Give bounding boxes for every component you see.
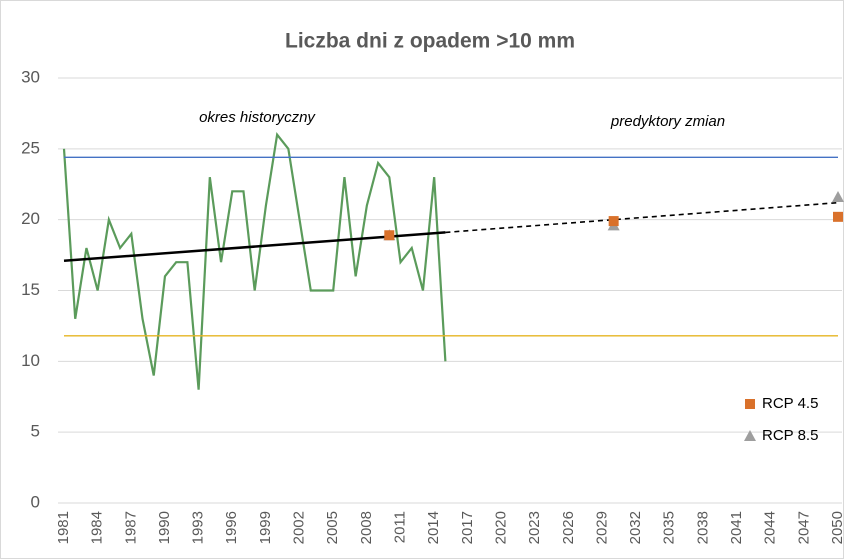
legend-label: RCP 8.5 [762,427,818,444]
x-tick-label: 1981 [55,511,72,544]
y-tick-label: 15 [21,280,40,299]
x-tick-label: 2029 [593,511,610,544]
x-tick-label: 1990 [156,511,173,544]
y-tick-label: 5 [31,422,40,441]
x-tick-label: 2017 [459,511,476,544]
marker [833,211,843,222]
x-tick-label: 2032 [627,511,644,544]
legend-label: RCP 4.5 [762,395,818,412]
x-tick-label: 2044 [762,511,779,544]
chart-title: Liczba dni z opadem >10 mm [285,30,575,53]
x-tick-label: 2011 [391,511,408,543]
y-tick-label: 25 [21,138,40,157]
y-tick-label: 0 [31,492,40,511]
x-tick-label: 2008 [358,511,375,544]
series-line [63,231,446,262]
y-tick-label: 10 [21,351,40,370]
legend-marker [744,430,756,441]
x-tick-label: 1984 [89,511,106,544]
y-tick-label: 30 [21,67,40,86]
annotation: predyktory zmian [610,113,725,130]
x-tick-label: 2038 [694,511,711,544]
legend-marker [745,399,755,409]
marker [832,191,844,202]
x-tick-label: 2020 [492,511,509,544]
x-tick-label: 2005 [324,511,341,544]
x-tick-label: 2047 [795,511,812,544]
series-line [445,201,839,234]
x-tick-label: 2041 [728,511,745,544]
marker [384,230,395,241]
x-tick-label: 2014 [425,511,442,544]
x-tick-label: 2035 [661,511,678,544]
x-tick-label: 1999 [257,511,274,544]
y-tick-label: 20 [21,209,40,228]
x-tick-label: 2002 [291,511,308,544]
x-tick-label: 2026 [560,511,577,544]
x-tick-label: 1987 [122,511,139,544]
x-tick-label: 1996 [223,511,240,544]
annotation: okres historyczny [199,109,316,126]
series-line [62,132,447,390]
marker [608,216,619,227]
x-tick-label: 2050 [829,511,844,544]
x-tick-label: 1993 [190,511,207,544]
x-tick-label: 2023 [526,511,543,544]
